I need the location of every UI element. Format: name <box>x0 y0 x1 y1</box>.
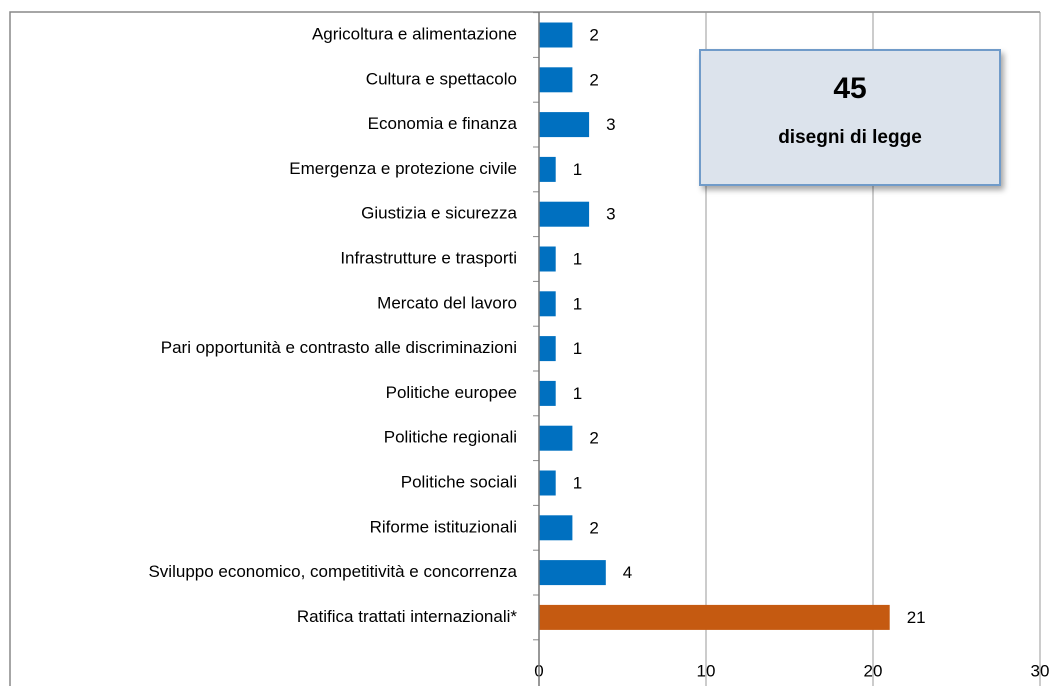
bar <box>539 380 556 406</box>
data-label: 2 <box>589 25 598 44</box>
y-tick-label: Cultura e spettacolo <box>366 69 517 88</box>
bar <box>539 67 573 93</box>
bar <box>539 156 556 182</box>
y-tick-label: Giustizia e sicurezza <box>361 204 517 223</box>
data-label: 4 <box>623 563 632 582</box>
y-tick-label: Agricoltura e alimentazione <box>312 24 517 43</box>
data-label: 2 <box>589 70 598 89</box>
data-label: 1 <box>573 160 582 179</box>
annotation-number: 45 <box>833 72 866 105</box>
y-tick-label: Politiche europee <box>386 383 517 402</box>
y-tick-label: Sviluppo economico, competitività e conc… <box>148 562 517 581</box>
bar <box>539 22 573 48</box>
bar <box>539 470 556 496</box>
bar <box>539 515 573 541</box>
y-tick-label: Ratifica trattati internazionali* <box>297 607 518 626</box>
data-label: 1 <box>573 249 582 268</box>
bar <box>539 246 556 272</box>
annotation-text: disegni di legge <box>778 127 922 148</box>
y-tick-label: Politiche regionali <box>384 428 517 447</box>
data-label: 1 <box>573 473 582 492</box>
y-tick-label: Riforme istituzionali <box>370 517 517 536</box>
y-tick-label: Emergenza e protezione civile <box>289 159 517 178</box>
x-tick-label: 20 <box>864 661 883 680</box>
x-tick-label: 10 <box>697 661 716 680</box>
bar <box>539 336 556 362</box>
y-tick-label: Politiche sociali <box>401 472 517 491</box>
y-tick-label: Infrastrutture e trasporti <box>340 248 517 267</box>
data-label: 21 <box>907 608 926 627</box>
data-label: 1 <box>573 384 582 403</box>
y-tick-label: Economia e finanza <box>368 114 518 133</box>
data-label: 3 <box>606 205 615 224</box>
bar <box>539 112 590 138</box>
y-tick-label: Pari opportunità e contrasto alle discri… <box>161 338 517 357</box>
annotation-background <box>699 49 1001 186</box>
data-label: 3 <box>606 115 615 134</box>
bar <box>539 604 890 630</box>
annotation-box: 45 disegni di legge <box>699 49 1001 186</box>
data-label: 1 <box>573 294 582 313</box>
bar <box>539 425 573 451</box>
chart-frame <box>9 11 1040 686</box>
data-label: 2 <box>589 429 598 448</box>
data-label: 2 <box>589 518 598 537</box>
bar <box>539 560 606 586</box>
bar <box>539 201 590 227</box>
bar <box>539 291 556 317</box>
plot: 0102030Agricoltura e alimentazione2Cultu… <box>148 12 1049 686</box>
data-label: 1 <box>573 339 582 358</box>
y-tick-label: Mercato del lavoro <box>377 293 517 312</box>
x-tick-label: 30 <box>1031 661 1050 680</box>
